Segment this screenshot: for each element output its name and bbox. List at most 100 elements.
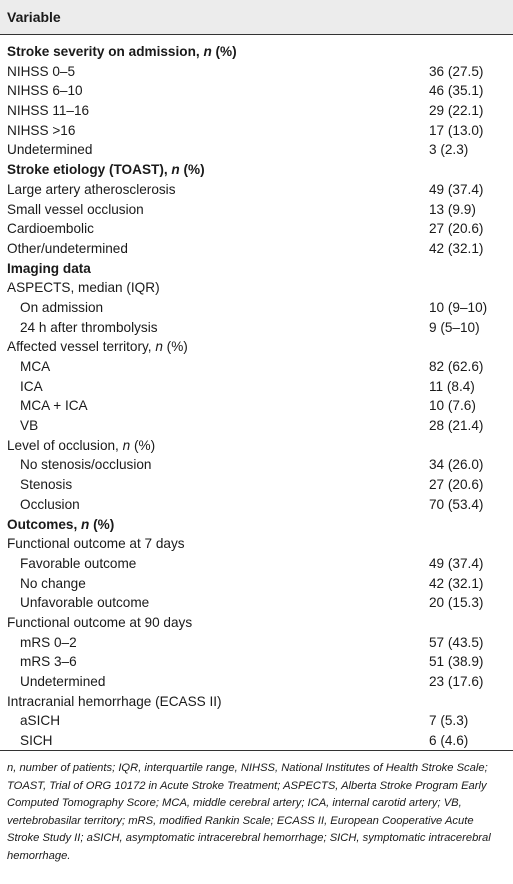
table-row: Large artery atherosclerosis 49 (37.4) [0, 180, 513, 200]
table-row: SICH 6 (4.6) [0, 731, 513, 751]
row-label: NIHSS 6–10 [7, 81, 83, 101]
row-label: NIHSS 0–5 [7, 62, 75, 82]
row-label-text: Large artery atherosclerosis [7, 181, 176, 197]
table-row: ICA 11 (8.4) [0, 377, 513, 397]
row-label-text: Stenosis [20, 477, 73, 493]
row-value: 6 (4.6) [429, 733, 469, 749]
section-row: Stroke etiology (TOAST), n (%) [0, 160, 513, 180]
row-label-suffix: (%) [179, 162, 205, 178]
row-label-text: SICH [20, 733, 53, 749]
row-label: Undetermined [20, 672, 105, 692]
row-label: No stenosis/occlusion [20, 455, 151, 475]
table-row: aSICH 7 (5.3) [0, 711, 513, 731]
row-value: 10 (7.6) [429, 398, 476, 414]
row-label-text: Undetermined [20, 674, 106, 689]
row-value: 20 (15.3) [429, 595, 484, 611]
row-value: 13 (9.9) [429, 201, 476, 217]
row-label-text: NIHSS >16 [7, 122, 76, 138]
row-value: 51 (38.9) [429, 654, 484, 670]
row-label: Favorable outcome [20, 554, 136, 574]
row-value: 46 (35.1) [429, 83, 484, 99]
table-row: ASPECTS, median (IQR) [0, 278, 513, 298]
section-row: Imaging data [0, 259, 513, 279]
row-value: 42 (32.1) [429, 575, 484, 591]
table-row: NIHSS 0–5 36 (27.5) [0, 62, 513, 82]
table-row: No change 42 (32.1) [0, 574, 513, 594]
row-label: NIHSS 11–16 [7, 101, 89, 121]
row-label-suffix: (%) [162, 339, 188, 355]
row-label: VB [20, 416, 38, 436]
row-label: Cardioembolic [7, 219, 94, 239]
row-label-text: MCA + ICA [20, 398, 88, 414]
row-label-text: Favorable outcome [20, 555, 137, 571]
row-label-italic: n [122, 437, 131, 453]
table-row: NIHSS 6–10 46 (35.1) [0, 81, 513, 101]
row-label-suffix: (%) [211, 44, 237, 59]
table-row: Occlusion 70 (53.4) [0, 495, 513, 515]
row-label-text: Stroke etiology (TOAST), [7, 162, 172, 178]
table-row: mRS 0–2 57 (43.5) [0, 633, 513, 653]
row-label: Other/undetermined [7, 239, 128, 259]
row-label-text: Other/undetermined [7, 240, 128, 256]
row-label: Large artery atherosclerosis [7, 180, 176, 200]
row-label: Small vessel occlusion [7, 200, 144, 220]
row-label: Stenosis [20, 475, 72, 495]
table-row: Level of occlusion, n (%) [0, 436, 513, 456]
row-label-text: Imaging data [7, 260, 91, 276]
row-value: 17 (13.0) [429, 122, 484, 138]
table-row: Functional outcome at 7 days [0, 534, 513, 554]
row-label: On admission [20, 298, 103, 318]
row-label-text: NIHSS 6–10 [7, 83, 83, 99]
table-row: Small vessel occlusion 13 (9.9) [0, 200, 513, 220]
row-label-text: No change [20, 575, 86, 591]
table-header: Variable [0, 0, 513, 34]
header-divider [0, 34, 513, 35]
row-label-text: NIHSS 0–5 [7, 63, 76, 79]
row-value: 3 (2.3) [429, 142, 469, 158]
row-label: ICA [20, 377, 43, 397]
row-label-text: On admission [20, 299, 104, 315]
row-label: Occlusion [20, 495, 80, 515]
row-label-text: aSICH [20, 713, 61, 729]
table-row: Undetermined 3 (2.3) [0, 140, 513, 160]
row-label-italic: n [155, 339, 163, 355]
section-row: Outcomes, n (%) [0, 515, 513, 535]
table-row: MCA + ICA 10 (7.6) [0, 396, 513, 416]
row-label-text: mRS 3–6 [20, 654, 77, 670]
row-value: 34 (26.0) [429, 457, 484, 473]
row-label: NIHSS >16 [7, 121, 75, 141]
row-label-text: Outcomes, [7, 516, 82, 532]
row-value: 42 (32.1) [429, 240, 484, 256]
row-label: ASPECTS, median (IQR) [7, 278, 160, 298]
row-value: 28 (21.4) [429, 418, 484, 434]
row-label: Functional outcome at 7 days [7, 534, 185, 554]
row-value: 57 (43.5) [429, 634, 484, 650]
row-label-text: Undetermined [7, 142, 93, 158]
row-label-italic: n [81, 516, 90, 532]
table-footnote: n, number of patients; IQR, interquartil… [7, 762, 491, 862]
table-row: On admission 10 (9–10) [0, 298, 513, 318]
row-label: Unfavorable outcome [20, 593, 149, 613]
row-value: 82 (62.6) [429, 359, 484, 374]
row-label: mRS 0–2 [20, 633, 77, 653]
row-label-text: ICA [20, 378, 43, 394]
row-label-text: MCA [20, 359, 51, 374]
table-row: No stenosis/occlusion 34 (26.0) [0, 455, 513, 475]
row-value: 10 (9–10) [429, 299, 488, 315]
row-label: Level of occlusion, n (%) [7, 436, 155, 456]
table-row: Functional outcome at 90 days [0, 613, 513, 633]
row-label: No change [20, 574, 86, 594]
row-label-text: Functional outcome at 7 days [7, 536, 185, 552]
row-label-text: Small vessel occlusion [7, 201, 144, 217]
row-label-text: Affected vessel territory, [7, 339, 156, 355]
table-row: Cardioembolic 27 (20.6) [0, 219, 513, 239]
row-label-text: Unfavorable outcome [20, 595, 150, 611]
row-label-text: Stroke severity on admission, [7, 44, 204, 59]
table-row: Affected vessel territory, n (%) [0, 337, 513, 357]
table-row: NIHSS >16 17 (13.0) [0, 121, 513, 141]
row-value: 70 (53.4) [429, 496, 484, 512]
row-label: MCA + ICA [20, 396, 88, 416]
row-value: 49 (37.4) [429, 181, 484, 197]
table-row: Favorable outcome 49 (37.4) [0, 554, 513, 574]
row-label: SICH [20, 731, 52, 751]
